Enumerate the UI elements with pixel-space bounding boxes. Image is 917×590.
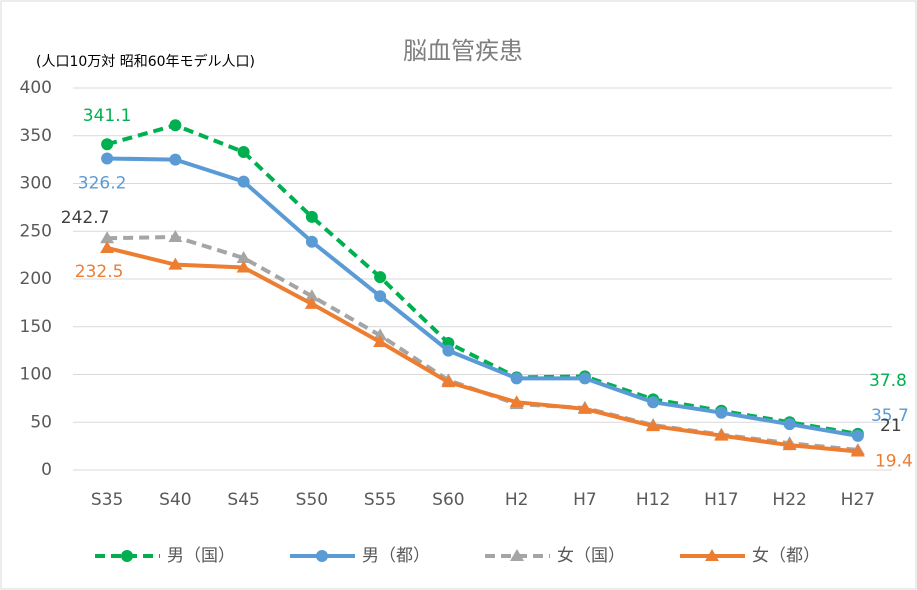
y-tick-label: 400 [20,78,52,98]
point [851,429,864,442]
y-tick-label: 150 [20,317,52,337]
point [169,119,182,132]
point [715,406,728,419]
x-tick-label: H2 [505,490,529,510]
chart-title: 脳血管疾患 [403,37,523,65]
point [168,229,183,242]
point [509,395,524,408]
point [647,396,660,409]
x-tick-label: S60 [432,490,464,510]
point [783,418,796,431]
x-tick-label: S55 [364,490,396,510]
legend-label: 女（国） [557,546,625,566]
point [850,444,865,457]
series-line [107,156,859,438]
x-tick-label: H22 [772,490,806,510]
point [316,550,328,562]
legend-label: 男（都） [362,546,430,566]
y-tick-label: 100 [20,365,52,385]
y-tick-label: 0 [41,460,52,480]
point [373,335,388,348]
x-tick-label: H7 [573,490,597,510]
value-label: 19.4 [875,451,913,471]
y-tick-label: 50 [30,412,52,432]
point [305,210,318,223]
value-label: 326.2 [78,173,127,193]
point [304,296,319,309]
point [646,419,661,432]
y-tick-label: 250 [20,221,52,241]
x-tick-label: H12 [636,490,670,510]
point [305,235,318,248]
point [782,438,797,451]
point [169,153,182,166]
point [442,344,455,357]
point [121,550,133,562]
legend-label: 女（都） [752,546,820,566]
value-label: 232.5 [75,262,124,282]
x-tick-label: S40 [159,490,191,510]
x-tick-label: S50 [296,490,328,510]
x-tick-label: S35 [91,490,123,510]
point [236,250,251,263]
point [373,328,388,341]
axis-note: (人口10万対 昭和60年モデル人口) [36,53,255,70]
x-tick-label: S45 [227,490,259,510]
point [100,231,115,244]
point [578,372,591,385]
value-label: 37.8 [869,371,907,391]
value-label: 242.7 [61,208,110,228]
x-tick-label: H17 [704,490,738,510]
point [374,290,387,303]
point [101,152,114,165]
point [441,375,456,388]
point [510,549,524,561]
point [100,240,115,253]
point [577,401,592,414]
value-label: 35.7 [871,406,909,426]
x-tick-label: H27 [841,490,875,510]
point [101,138,114,151]
value-label: 21 [880,416,902,436]
point [374,271,387,284]
point [304,289,319,302]
point [714,428,729,441]
legend-label: 男（国） [167,546,235,566]
point [236,260,251,273]
point [237,175,250,188]
y-tick-label: 200 [20,269,52,289]
point [168,257,183,270]
series-line [106,246,859,454]
point [510,372,523,385]
y-tick-label: 300 [20,174,52,194]
value-label: 341.1 [83,106,132,126]
point [237,145,250,158]
point [705,549,719,561]
y-tick-label: 350 [20,126,52,146]
